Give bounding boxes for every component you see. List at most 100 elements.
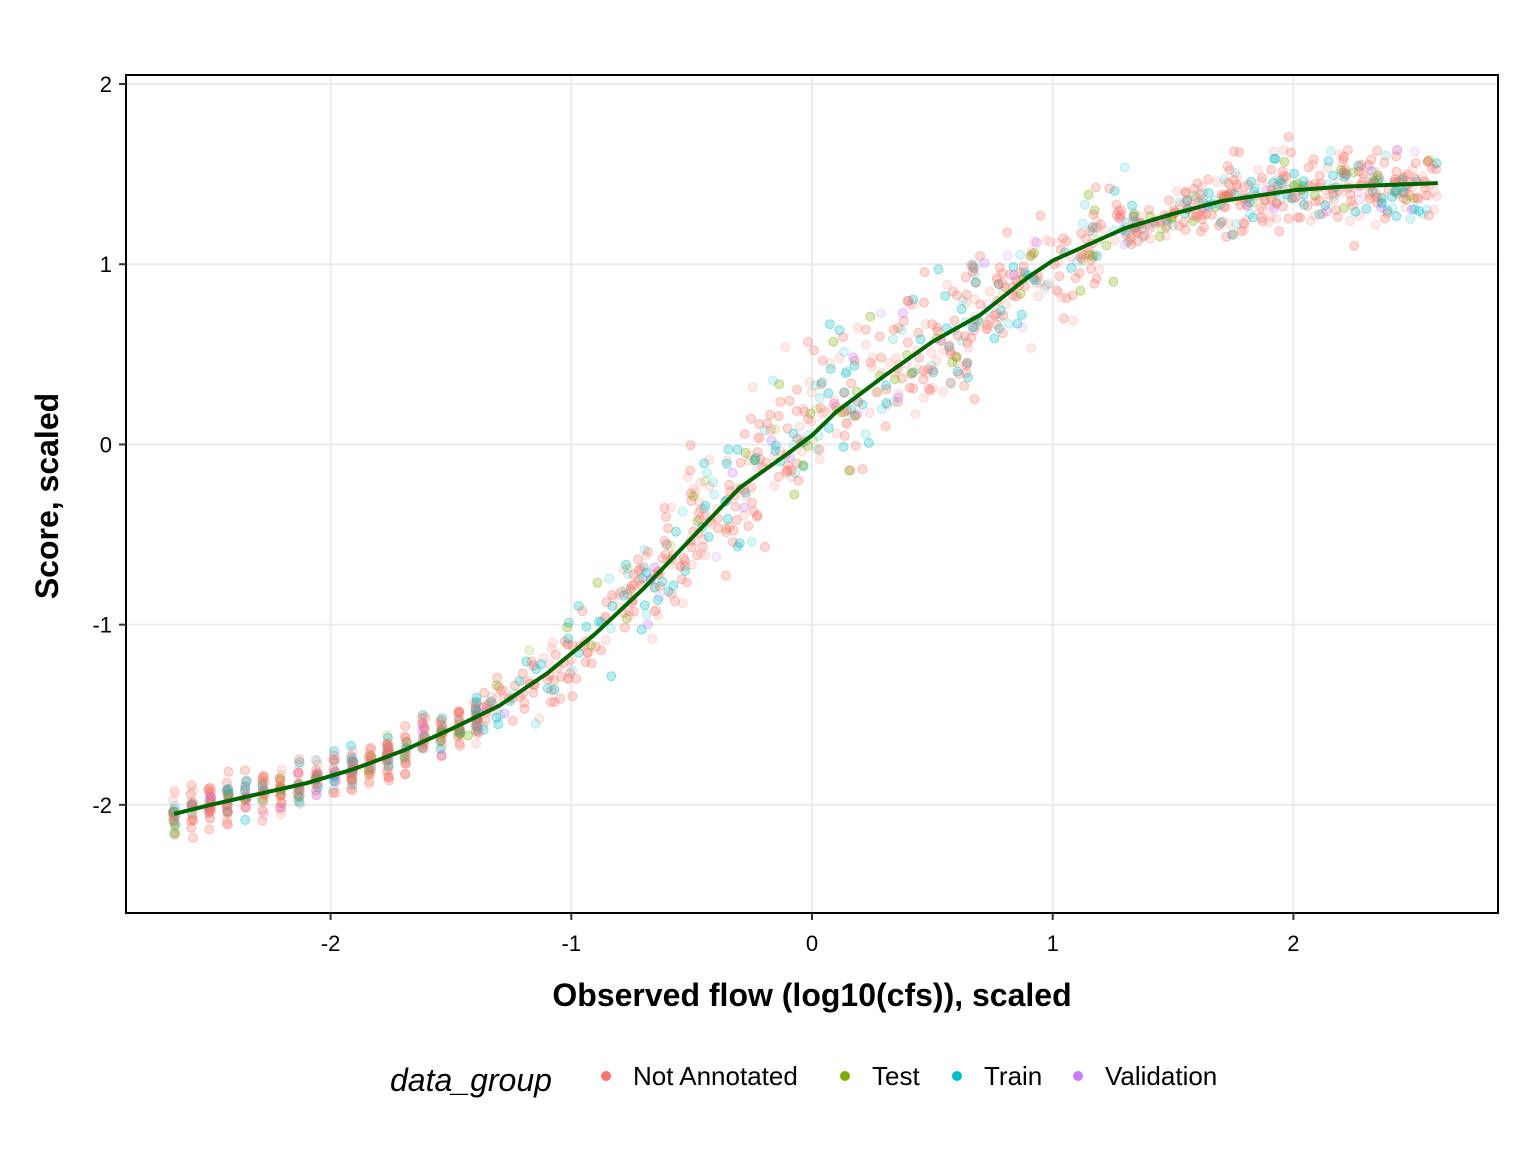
scatter-point: [1423, 210, 1434, 221]
scatter-point: [839, 388, 850, 398]
scatter-point: [382, 739, 393, 750]
scatter-point: [997, 268, 1008, 279]
scatter-point: [567, 691, 578, 702]
scatter-point: [275, 773, 286, 784]
scatter-point: [1379, 157, 1390, 168]
scatter-point: [961, 297, 972, 308]
scatter-point: [622, 588, 633, 599]
scatter-point: [311, 785, 322, 796]
scatter-point: [816, 377, 827, 388]
scatter-point: [765, 409, 776, 420]
scatter-point: [829, 395, 840, 406]
scatter-point: [1016, 309, 1027, 320]
scatter-point: [527, 661, 537, 672]
scatter-point: [960, 331, 971, 342]
scatter-point: [1111, 210, 1122, 220]
scatter-point: [1076, 228, 1087, 239]
scatter-point: [1361, 203, 1372, 214]
scatter-point: [685, 440, 696, 451]
scatter-point: [906, 369, 917, 380]
scatter-point: [329, 746, 340, 757]
scatter-point: [239, 801, 250, 812]
scatter-point: [621, 613, 632, 624]
scatter-point: [223, 789, 234, 800]
scatter-point: [1228, 229, 1239, 240]
scatter-point: [997, 328, 1008, 339]
scatter-point: [1017, 322, 1028, 333]
scatter-point: [769, 480, 780, 491]
scatter-point: [294, 791, 305, 801]
scatter-point: [528, 687, 539, 698]
scatter-point: [893, 392, 904, 403]
scatter-point: [1412, 192, 1423, 203]
scatter-point: [223, 786, 234, 797]
scatter-point: [1201, 208, 1212, 219]
scatter-point: [770, 440, 781, 451]
scatter-point: [991, 308, 1002, 319]
scatter-point: [1268, 177, 1278, 188]
scatter-point: [1278, 180, 1289, 191]
scatter-point: [1265, 211, 1276, 222]
scatter-point: [1002, 227, 1013, 238]
scatter-point: [844, 465, 854, 476]
scatter-point: [927, 382, 938, 393]
scatter-point: [1283, 213, 1294, 224]
scatter-point: [486, 696, 497, 707]
scatter-point: [436, 751, 447, 762]
scatter-point: [661, 539, 672, 550]
scatter-point: [636, 624, 647, 635]
scatter-point: [1269, 153, 1279, 164]
scatter-point: [642, 546, 653, 557]
scatter-point: [952, 330, 963, 341]
scatter-point: [492, 672, 503, 683]
scatter-point: [1156, 223, 1167, 234]
scatter-point: [657, 553, 668, 564]
scatter-point: [1191, 211, 1202, 222]
scatter-point: [604, 573, 615, 584]
scatter-point: [1012, 318, 1023, 329]
scatter-point: [748, 506, 759, 517]
scatter-point: [1278, 171, 1289, 182]
scatter-point: [1372, 197, 1382, 208]
scatter-point: [1241, 215, 1251, 226]
scatter-point: [810, 380, 821, 391]
scatter-point: [902, 296, 913, 307]
scatter-point: [1279, 156, 1290, 167]
scatter-point: [1241, 199, 1252, 210]
scatter-point: [1015, 249, 1026, 260]
scatter-point: [720, 570, 731, 581]
scatter-point: [713, 523, 724, 534]
scatter-point: [1253, 164, 1264, 175]
scatter-point: [470, 698, 481, 709]
scatter-point: [997, 268, 1008, 279]
scatter-point: [995, 305, 1006, 316]
scatter-point: [1015, 267, 1026, 278]
scatter-point: [659, 502, 670, 513]
scatter-point: [860, 324, 871, 335]
scatter-point: [592, 577, 603, 588]
scatter-point: [1392, 145, 1403, 156]
scatter-point: [971, 321, 982, 332]
scatter-point: [963, 342, 974, 353]
scatter-point: [923, 383, 934, 394]
scatter-point: [738, 510, 749, 521]
scatter-point: [626, 580, 637, 591]
scatter-point: [577, 606, 588, 617]
scatter-point: [1283, 213, 1294, 224]
scatter-point: [1058, 233, 1069, 244]
scatter-point: [1257, 172, 1268, 183]
scatter-point: [871, 386, 882, 397]
scatter-point: [383, 741, 394, 752]
scatter-point: [814, 444, 825, 455]
scatter-point: [419, 722, 430, 733]
scatter-point: [1010, 291, 1021, 302]
scatter-point: [811, 403, 822, 414]
scatter-point: [666, 502, 677, 513]
scatter-point: [890, 374, 900, 385]
scatter-point: [697, 541, 708, 552]
scatter-point: [187, 813, 198, 824]
scatter-point: [881, 384, 892, 395]
scatter-point: [945, 345, 955, 356]
scatter-point: [920, 319, 931, 329]
scatter-point: [1278, 144, 1289, 155]
